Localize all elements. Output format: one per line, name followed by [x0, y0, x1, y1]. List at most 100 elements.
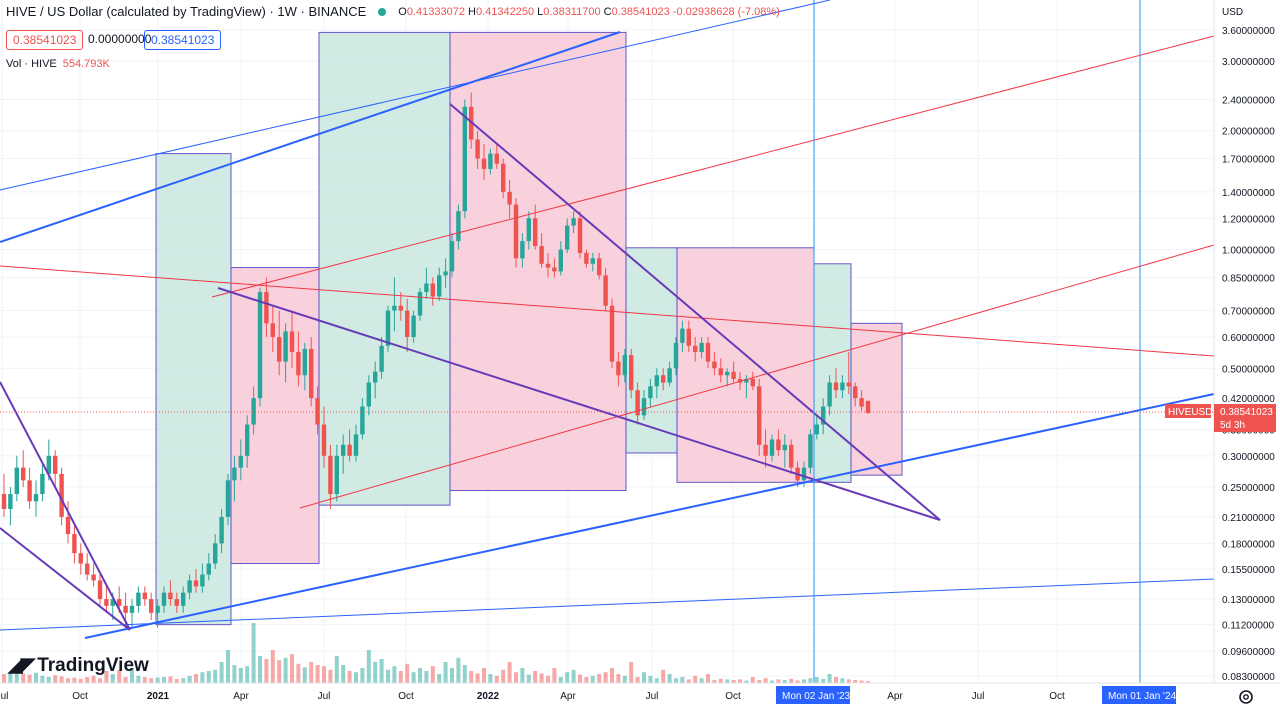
volume-bar — [859, 680, 864, 683]
candle-body — [737, 378, 743, 383]
candle-body — [616, 361, 621, 376]
volume-bar — [731, 680, 736, 683]
tradingview-logo-icon: ◢◤ — [8, 655, 35, 676]
time-axis[interactable] — [0, 683, 1280, 718]
volume-bar — [795, 680, 800, 683]
candle-body — [302, 348, 307, 376]
candle-body — [456, 211, 461, 242]
volume-bar — [469, 671, 474, 683]
time-tick-label: Apr — [233, 691, 249, 702]
candle-body — [635, 390, 640, 416]
volume-bar — [437, 674, 442, 683]
volume-bar — [680, 677, 685, 683]
volume-bar — [482, 668, 486, 683]
candle-body — [411, 315, 416, 338]
currency-label[interactable]: USD — [1222, 7, 1243, 18]
candle-body — [462, 106, 467, 212]
candle-body — [673, 342, 679, 369]
volume-bar — [821, 678, 826, 683]
price-tick-label: 0.70000000 — [1222, 307, 1275, 318]
sell-price-box[interactable]: 0.38541023 — [6, 30, 84, 50]
time-tick-label: Jul — [646, 691, 659, 702]
settings-gear-icon[interactable] — [1239, 690, 1253, 704]
candle-body — [789, 444, 794, 468]
candle-body — [609, 305, 615, 362]
volume-bar — [264, 659, 269, 683]
candle-body — [168, 592, 173, 600]
price-tick-label: 0.13000000 — [1222, 595, 1275, 606]
candle-body — [405, 310, 410, 338]
volume-bar — [610, 668, 614, 683]
tradingview-logo[interactable]: ◢◤ TradingView — [8, 654, 149, 677]
candle-body — [584, 252, 589, 264]
bearish-range-box — [676, 247, 815, 483]
candle-body — [33, 494, 39, 502]
volume-bar — [616, 674, 621, 683]
candle-body — [712, 361, 717, 369]
time-tick-label: 2022 — [477, 691, 500, 702]
price-tick-label: 3.00000000 — [1222, 57, 1275, 68]
candle-body — [821, 406, 826, 425]
svg-text:Mon 02 Jan '23: Mon 02 Jan '23 — [782, 691, 851, 702]
buy-price-box[interactable]: 0.38541023 — [144, 30, 222, 50]
volume-bar — [494, 675, 499, 683]
volume-bar — [501, 669, 506, 683]
candle-body — [97, 580, 103, 600]
cursor-vertical-lines — [813, 0, 1141, 683]
volume-bar — [757, 680, 762, 683]
volume-bar — [782, 680, 787, 683]
candle-body — [654, 375, 659, 387]
volume-bar — [8, 672, 13, 683]
price-axis-ticks: 3.60000000 3.00000000 2.40000000 2.00000000… — [1222, 26, 1275, 683]
spread-box: 0.00000000 — [88, 32, 152, 46]
volume-bar — [200, 672, 205, 683]
candle-body — [181, 592, 186, 606]
candle-body — [200, 574, 205, 587]
volume-bar — [674, 678, 678, 683]
candle-body — [385, 310, 391, 346]
candle-body — [283, 331, 288, 362]
volume-bar — [379, 659, 384, 683]
volume-bar — [277, 660, 282, 683]
candle-body — [366, 382, 371, 407]
candle-body — [353, 434, 359, 456]
volume-bar — [546, 675, 550, 683]
candle-body — [270, 323, 275, 338]
candle-body — [667, 368, 672, 383]
volume-bar — [341, 665, 346, 683]
volume-bar — [744, 680, 749, 683]
candle-body — [21, 467, 26, 481]
time-tick-label: Jul — [318, 691, 331, 702]
candle-body — [769, 439, 775, 456]
volume-bar — [283, 657, 288, 683]
volume-bar — [827, 674, 832, 683]
volume-bar — [520, 668, 525, 683]
candle-body — [225, 480, 231, 517]
volume-bar — [149, 678, 154, 683]
candle-body — [123, 605, 128, 613]
symbol-title[interactable]: HIVE / US Dollar (calculated by TradingV… — [6, 4, 367, 19]
candle-body — [78, 553, 83, 564]
last-price-countdown: 5d 3h — [1220, 420, 1245, 431]
candle-body — [776, 439, 781, 451]
volume-bar — [539, 673, 544, 683]
volume-bar — [686, 679, 691, 683]
candle-body — [449, 241, 455, 272]
volume-bar — [770, 680, 774, 683]
candle-body — [744, 378, 749, 383]
price-tick-label: 0.60000000 — [1222, 333, 1275, 344]
volume-bar — [386, 669, 390, 683]
volume-bar — [776, 679, 781, 683]
candle-body — [161, 592, 167, 606]
candle-body — [104, 599, 109, 606]
volume-bar — [219, 662, 224, 683]
candle-body — [718, 368, 723, 376]
price-tick-label: 0.42000000 — [1222, 394, 1275, 405]
volume-bar — [123, 677, 128, 683]
candle-body — [264, 292, 269, 324]
volume-bar — [226, 650, 230, 683]
market-status-icon — [378, 7, 387, 16]
volume-bar — [584, 677, 589, 683]
price-axis[interactable] — [1214, 0, 1280, 683]
